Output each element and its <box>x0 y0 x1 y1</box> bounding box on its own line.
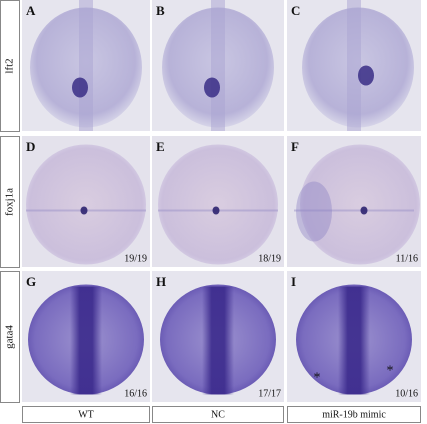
row-label: foxj1a <box>4 188 16 216</box>
column-label-box <box>152 406 284 423</box>
panel-letter: B <box>156 3 165 18</box>
asterisk: * <box>314 371 321 386</box>
band <box>70 286 102 395</box>
band <box>338 286 370 395</box>
column-label: NC <box>211 409 225 420</box>
midline <box>211 0 225 131</box>
panel-letter: F <box>291 139 299 154</box>
embryo <box>158 144 278 265</box>
fraction: 16/16 <box>124 388 147 399</box>
embryo <box>26 144 146 265</box>
stain <box>204 77 220 98</box>
stain <box>80 206 88 215</box>
panel-letter: C <box>291 3 300 18</box>
fraction: 17/17 <box>258 388 281 399</box>
panel-letter: I <box>291 274 296 289</box>
band <box>202 286 234 395</box>
row-label: gata4 <box>4 325 16 349</box>
stain <box>212 206 220 215</box>
row-label-box <box>0 136 20 268</box>
row-label-box <box>0 0 20 132</box>
column-label-box <box>287 406 421 423</box>
stain <box>358 65 374 86</box>
stain <box>360 206 368 215</box>
midline <box>79 0 93 131</box>
panel-letter: H <box>156 274 166 289</box>
fraction: 11/16 <box>396 253 418 264</box>
stain <box>72 77 88 98</box>
column-label: WT <box>78 409 94 420</box>
fraction: 10/16 <box>395 388 418 399</box>
fraction: 19/19 <box>124 253 147 264</box>
midline <box>347 0 361 131</box>
panel-letter: A <box>26 3 36 18</box>
panel-letter: D <box>26 139 35 154</box>
row-label-box <box>0 271 20 403</box>
column-label-box <box>22 406 150 423</box>
embryo <box>300 144 420 265</box>
panel-letter: E <box>156 139 165 154</box>
panel-letter: G <box>26 274 36 289</box>
row-label: lft2 <box>4 58 16 73</box>
asterisk: * <box>387 364 394 379</box>
column-label: miR-19b mimic <box>322 409 386 420</box>
fraction: 18/19 <box>258 253 281 264</box>
stain <box>296 181 332 242</box>
